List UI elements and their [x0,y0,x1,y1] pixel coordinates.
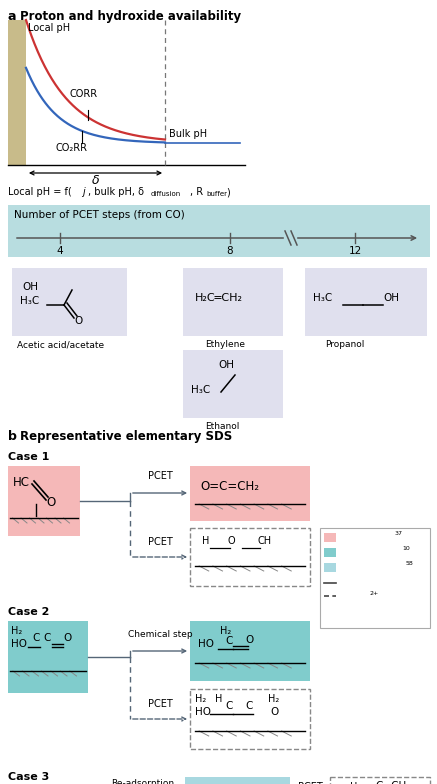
Text: H₃C: H₃C [313,293,332,303]
Text: Local pH: Local pH [28,23,70,33]
FancyBboxPatch shape [190,466,310,521]
Text: 4: 4 [57,246,63,256]
Text: H₂: H₂ [11,626,22,636]
Text: O: O [245,635,253,645]
Text: C=CH₂: C=CH₂ [375,781,410,784]
Text: , bulk pH, δ: , bulk pH, δ [88,187,144,197]
Text: Ethanol: Ethanol [205,422,239,431]
Text: O: O [74,316,82,326]
Text: 58: 58 [406,561,414,566]
FancyBboxPatch shape [190,528,310,586]
Text: , R: , R [190,187,203,197]
Text: Ethylene: Ethylene [205,340,245,349]
Text: 10: 10 [402,546,410,551]
Text: PCET: PCET [298,782,323,784]
Text: PCET: PCET [148,699,172,709]
Text: 8: 8 [227,246,233,256]
FancyBboxPatch shape [8,621,88,693]
Text: Propanol: Propanol [325,340,364,349]
Text: 2+: 2+ [369,591,378,596]
FancyBboxPatch shape [330,777,430,784]
FancyBboxPatch shape [324,548,336,557]
Text: δ: δ [92,174,99,187]
Text: Number of PCET steps (from CO): Number of PCET steps (from CO) [14,210,185,220]
Text: HO: HO [198,639,214,649]
FancyBboxPatch shape [183,268,283,336]
Text: Proton and hydroxide availability: Proton and hydroxide availability [20,10,241,23]
Text: 37: 37 [395,531,403,536]
Text: CH: CH [258,536,272,546]
Text: PCET: PCET [148,471,172,481]
Text: OH: OH [383,293,399,303]
FancyBboxPatch shape [324,533,336,542]
Text: HC: HC [13,476,30,489]
Text: H: H [215,694,222,704]
FancyBboxPatch shape [190,689,310,749]
Text: 12: 12 [348,246,362,256]
Text: PCET: PCET [148,537,172,547]
Text: O: O [228,536,236,546]
Text: HO: HO [195,707,211,717]
Text: Luc et al. (2019): Luc et al. (2019) [339,533,407,542]
Text: Garza et al. (2018): Garza et al. (2018) [339,548,418,557]
Text: H₂: H₂ [195,694,206,704]
Text: C: C [245,701,253,711]
FancyBboxPatch shape [190,621,310,681]
Text: HO: HO [11,639,27,649]
FancyBboxPatch shape [305,268,427,336]
Text: CORR: CORR [70,89,98,99]
Text: H: H [350,782,357,784]
Text: Chemical step: Chemical step [128,630,192,639]
Text: Case 3: Case 3 [8,772,49,782]
Text: Acetic acid/acetate: Acetic acid/acetate [17,340,104,349]
Text: b: b [8,430,17,443]
Text: diffusion: diffusion [151,191,181,197]
Text: Local pH = f(: Local pH = f( [8,187,72,197]
FancyBboxPatch shape [12,268,127,336]
FancyBboxPatch shape [8,205,430,257]
Text: O: O [46,496,55,509]
Text: Representative elementary SDS: Representative elementary SDS [20,430,232,443]
Text: Heenen et al. (2022): Heenen et al. (2022) [339,563,426,572]
Text: path: path [375,591,397,600]
Text: Case 2: Case 2 [8,607,49,617]
Text: CO₂RR: CO₂RR [55,143,87,153]
FancyBboxPatch shape [183,350,283,418]
Text: O: O [63,633,71,643]
FancyBboxPatch shape [324,563,336,572]
Text: OH: OH [22,282,38,292]
Text: C: C [43,633,50,643]
Text: H₃C: H₃C [20,296,39,306]
Text: a: a [8,10,17,23]
Text: Other C: Other C [339,591,371,600]
FancyBboxPatch shape [185,777,290,784]
Text: H₂: H₂ [268,694,279,704]
Text: H: H [202,536,209,546]
Text: H₃C: H₃C [191,385,210,395]
FancyBboxPatch shape [8,466,80,536]
Text: O: O [270,707,278,717]
Text: Case 1: Case 1 [8,452,49,462]
Text: Bulk pH: Bulk pH [169,129,207,140]
Text: OH: OH [218,360,234,370]
Text: buffer: buffer [206,191,227,197]
Text: Re-adsorption: Re-adsorption [111,779,174,784]
Text: C: C [225,636,232,646]
Text: H₂C═CH₂: H₂C═CH₂ [195,293,243,303]
Text: O=C=CH₂: O=C=CH₂ [200,480,259,493]
FancyBboxPatch shape [8,20,26,165]
Text: C: C [225,701,232,711]
Text: Acetate path: Acetate path [339,578,393,587]
Text: j: j [82,187,85,197]
Text: ): ) [226,187,230,197]
Text: C: C [32,633,39,643]
FancyBboxPatch shape [320,528,430,628]
Text: H₂: H₂ [220,626,231,636]
